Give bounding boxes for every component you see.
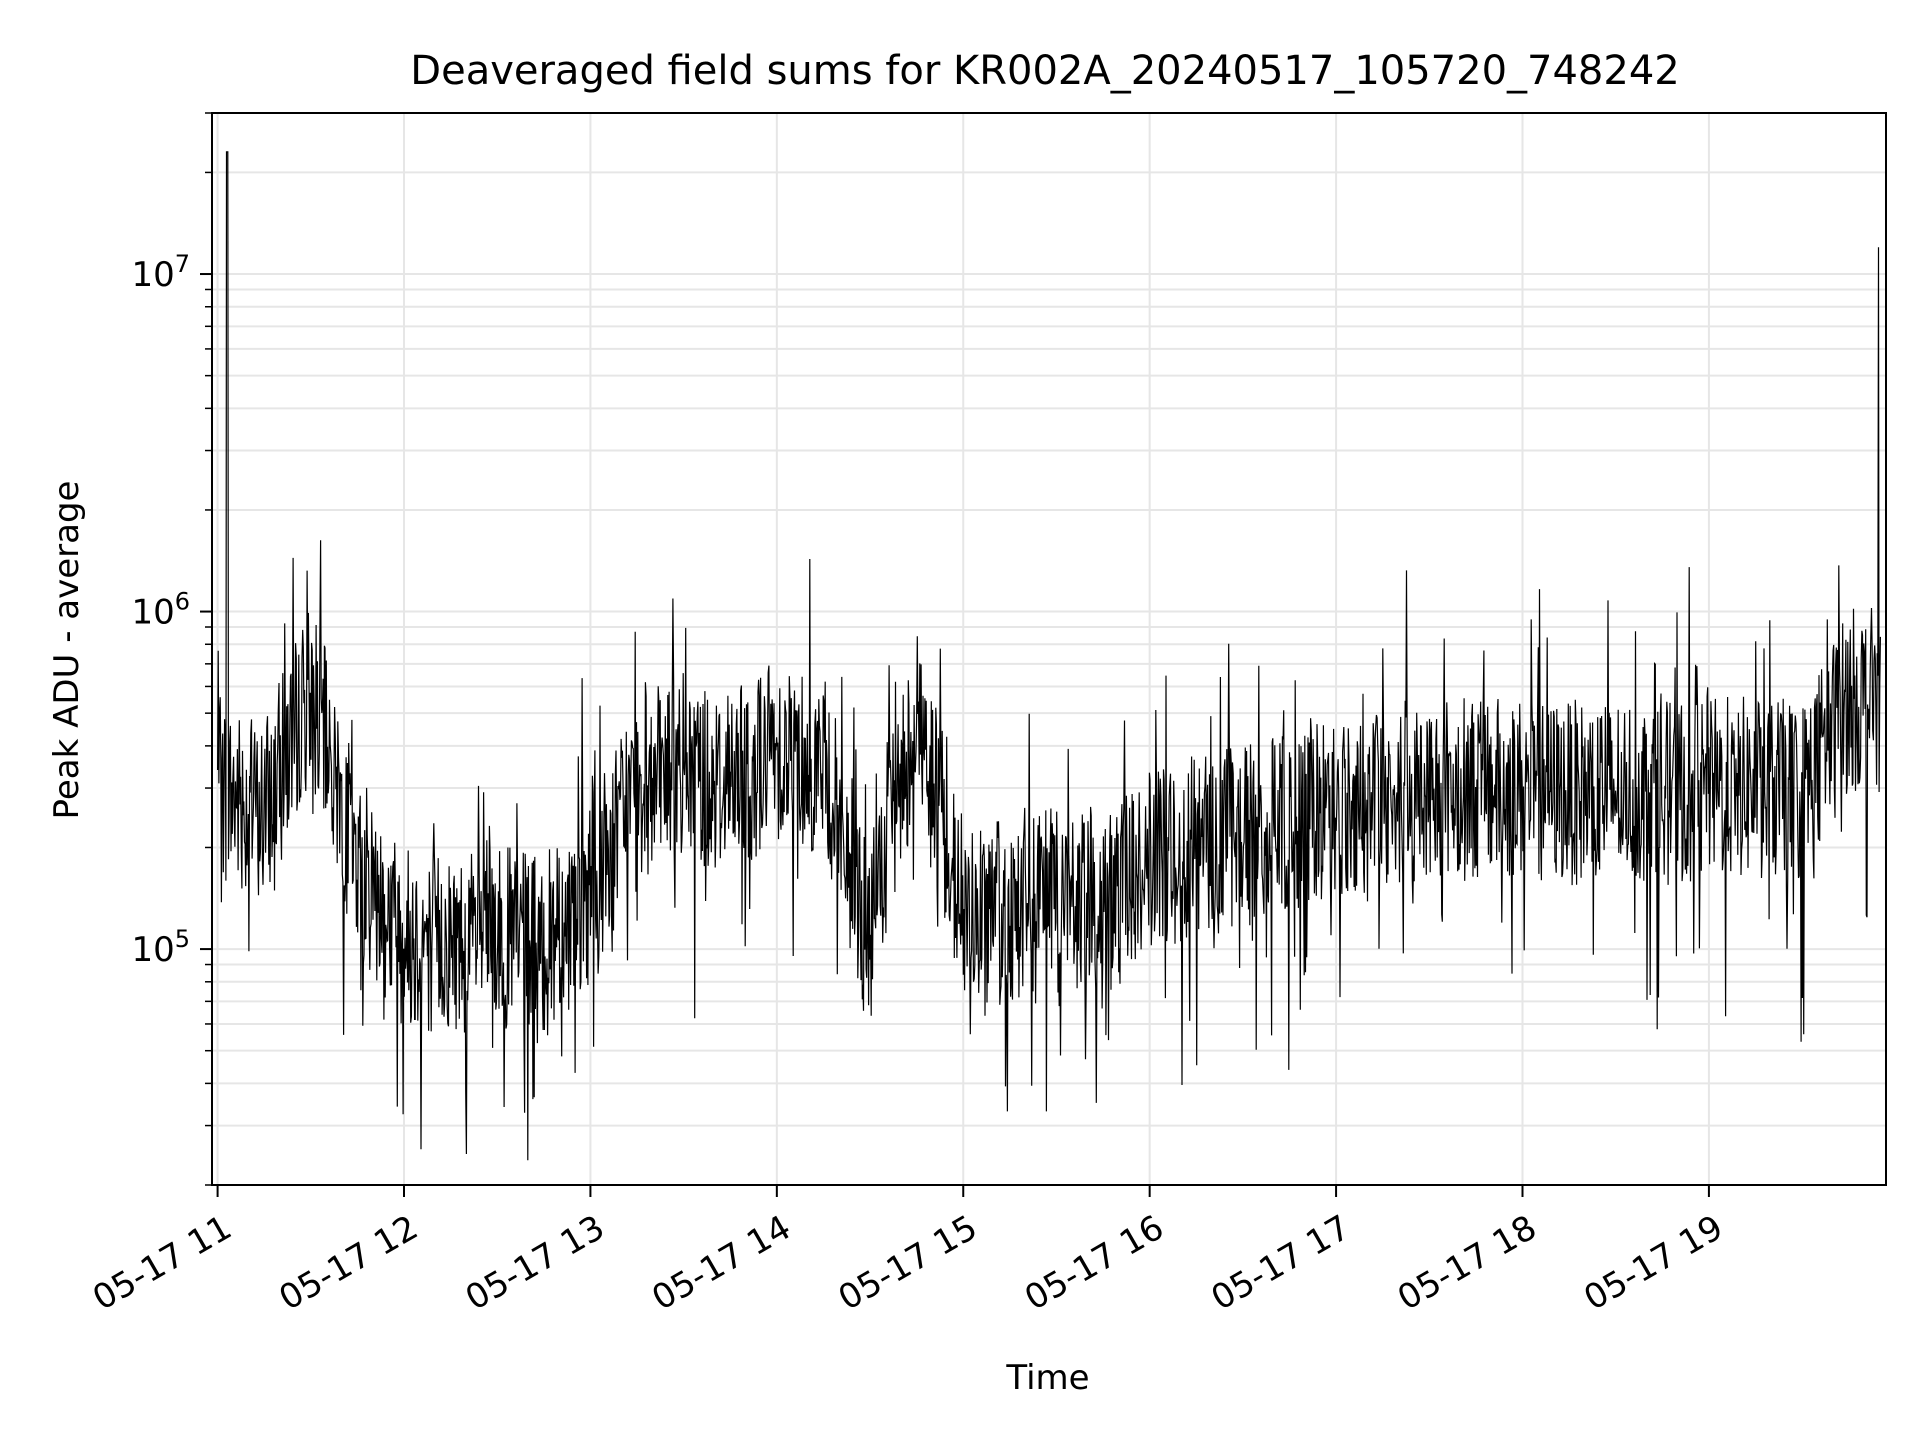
y-axis: 105 106 107 <box>131 112 212 1186</box>
plot-frame <box>211 112 1887 1186</box>
x-axis-label: Time <box>1005 1358 1089 1398</box>
y-tick-label: 107 <box>131 250 190 295</box>
data-line <box>217 151 1881 1161</box>
y-axis-label: Peak ADU - average <box>47 481 87 820</box>
y-tick-label: 106 <box>131 588 190 633</box>
chart-title: Deaveraged field sums for KR002A_2024051… <box>410 48 1679 94</box>
data-line-group <box>217 151 1881 1161</box>
y-tick-label: 105 <box>131 925 190 970</box>
